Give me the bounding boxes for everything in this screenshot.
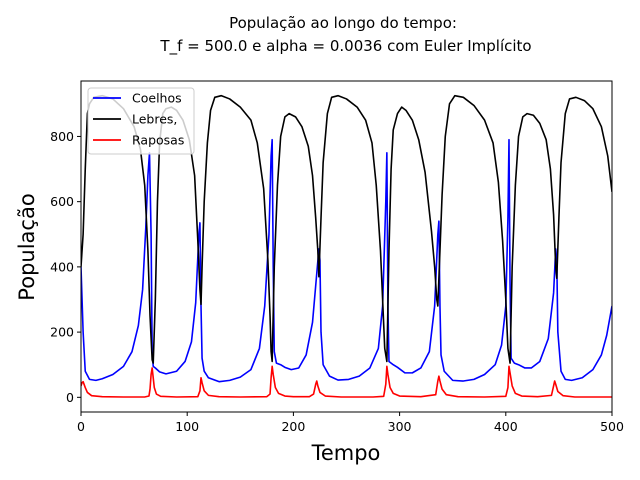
y-tick-label: 400 [50,259,74,274]
y-tick-label: 600 [50,194,74,209]
legend-label-0: Coelhos [132,91,182,106]
legend-label-2: Raposas [132,133,184,148]
y-tick-label: 200 [50,325,74,340]
legend-box [87,87,195,155]
plot-frame [80,80,613,413]
y-axis: 0 200 400 600 800 [50,129,81,405]
x-tick-label: 100 [175,419,199,434]
x-axis: 0 100 200 300 400 500 [77,412,624,434]
chart-title: População ao longo do tempo: [229,14,457,32]
legend: Coelhos Lebres, Raposas [87,87,195,155]
x-axis-label: Tempo [311,441,381,465]
y-tick-label: 800 [50,129,74,144]
x-tick-label: 400 [494,419,518,434]
chart-subtitle: T_f = 500.0 e alpha = 0.0036 com Euler I… [159,37,531,56]
series-line-2 [81,365,612,398]
y-tick-label: 0 [66,390,74,405]
y-axis-label: População [15,193,39,300]
legend-label-1: Lebres, [132,112,177,127]
x-tick-label: 300 [388,419,412,434]
x-tick-label: 500 [600,419,624,434]
x-tick-label: 0 [77,419,85,434]
x-tick-label: 200 [281,419,305,434]
series-line-0 [81,138,612,383]
